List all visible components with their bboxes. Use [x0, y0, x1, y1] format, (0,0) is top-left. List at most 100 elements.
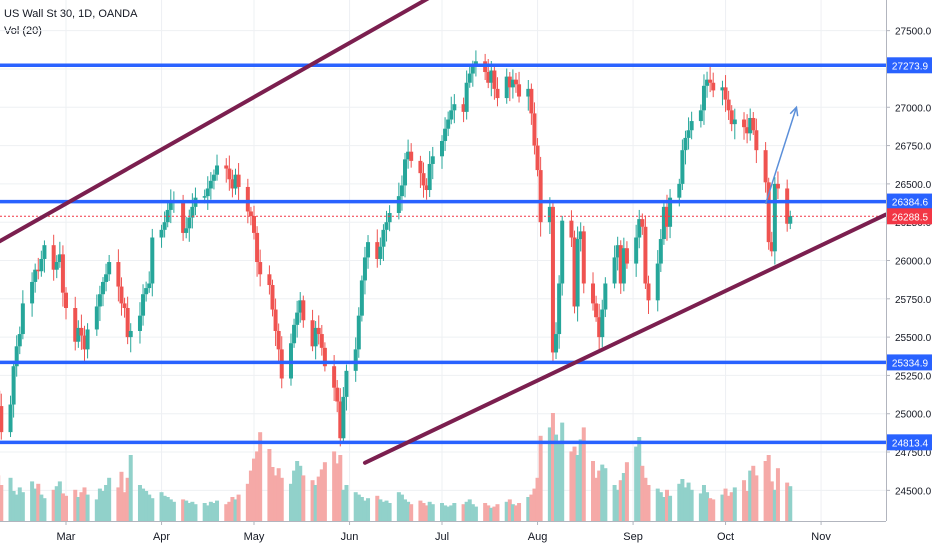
volume-bar — [168, 499, 173, 521]
candle-body — [30, 281, 35, 304]
candle-body — [273, 309, 278, 331]
volume-bar — [252, 458, 256, 521]
level-price-label-bg — [887, 193, 932, 210]
candle-body — [42, 245, 47, 259]
candle-body — [615, 245, 620, 258]
volume-bar — [529, 494, 534, 521]
trend-lines[interactable] — [0, 0, 888, 465]
volume-bar — [60, 493, 65, 521]
volume-bar — [769, 481, 774, 521]
y-tick-label: 26500.0 — [895, 180, 932, 191]
candle-body — [440, 140, 444, 157]
volume-bar — [403, 499, 408, 521]
volume-bar — [97, 488, 102, 521]
candle-body — [359, 280, 364, 316]
trend-line — [0, 0, 430, 244]
candle-body — [513, 79, 518, 85]
candle-body — [594, 303, 599, 318]
volume-bar — [532, 488, 537, 521]
x-tick-label: Apr — [153, 531, 170, 543]
volume-bar — [637, 437, 642, 521]
volume-bar — [406, 501, 411, 521]
volume-bar — [344, 485, 349, 521]
volume-bar — [600, 464, 605, 521]
candle-body — [236, 174, 241, 187]
volume-bar — [745, 491, 750, 521]
candle-body — [486, 72, 491, 83]
y-tick-label: 25750.0 — [895, 295, 932, 306]
candle-body — [208, 180, 213, 189]
candle-body — [116, 262, 121, 287]
volume-bar — [20, 492, 25, 521]
candle-body — [100, 281, 105, 295]
volume-bar — [569, 451, 574, 521]
candle-body — [11, 366, 16, 405]
candle-body — [316, 327, 321, 335]
candle-body — [64, 292, 68, 309]
candle-body — [184, 228, 189, 233]
volume-bar — [322, 462, 327, 521]
candle-body — [547, 206, 552, 223]
volume-bar — [461, 504, 466, 521]
y-tick-label: 26750.0 — [895, 142, 932, 153]
volume-bar — [421, 503, 426, 521]
candle-body — [726, 99, 731, 111]
candle-body — [270, 285, 275, 310]
volume-bar — [594, 477, 599, 521]
volume-bar — [449, 505, 454, 521]
candle-body — [252, 216, 256, 233]
volume-bar — [615, 489, 620, 521]
candle-body — [689, 121, 694, 131]
y-tick-label: 24750.0 — [895, 448, 932, 459]
candle-body — [141, 294, 146, 316]
volume-bar — [418, 500, 423, 521]
x-tick-label: Sep — [623, 531, 643, 543]
candle-body — [772, 183, 777, 252]
candle-body — [60, 254, 65, 293]
volume-bar — [332, 451, 337, 521]
candle-body — [557, 283, 562, 335]
candle-body — [301, 300, 306, 321]
candle-body — [104, 274, 109, 282]
candle-body — [341, 396, 346, 439]
candle-body — [258, 262, 263, 275]
candle-body — [79, 327, 84, 336]
candle-body — [356, 315, 361, 350]
candle-body — [122, 303, 127, 309]
candle-body — [20, 303, 25, 335]
volume-bar — [79, 492, 84, 521]
candle-body — [452, 104, 457, 111]
volume-bar — [701, 485, 706, 521]
candle-body — [255, 232, 260, 263]
volume-bar — [470, 504, 475, 521]
volume-bar — [230, 497, 235, 521]
volume-bar — [208, 501, 213, 521]
volume-bar — [557, 443, 562, 521]
volume-bar — [560, 422, 565, 521]
volume-bar — [159, 492, 164, 521]
candle-body — [634, 237, 639, 264]
candle-body — [637, 219, 642, 238]
candle-body — [399, 185, 404, 197]
candle-body — [495, 88, 500, 99]
candle-body — [147, 283, 152, 289]
volume-bar — [150, 498, 155, 521]
volume-bar — [36, 483, 41, 521]
volume-bar — [664, 489, 669, 521]
volume-bar — [409, 504, 414, 521]
volume-bar — [554, 434, 559, 521]
volume-bar — [137, 485, 142, 521]
candle-body — [181, 200, 186, 233]
volume-bar — [310, 480, 315, 521]
volume-bar — [464, 501, 469, 521]
candle-body — [8, 404, 13, 433]
level-price-label: 24813.4 — [892, 438, 929, 449]
volume-bar — [57, 481, 62, 521]
volume-bar — [729, 492, 734, 521]
volume-bar — [766, 455, 771, 521]
volume-bar — [513, 505, 518, 521]
candle-body — [298, 300, 303, 313]
horizontal-levels[interactable] — [0, 63, 886, 445]
volume-bar — [785, 482, 790, 521]
